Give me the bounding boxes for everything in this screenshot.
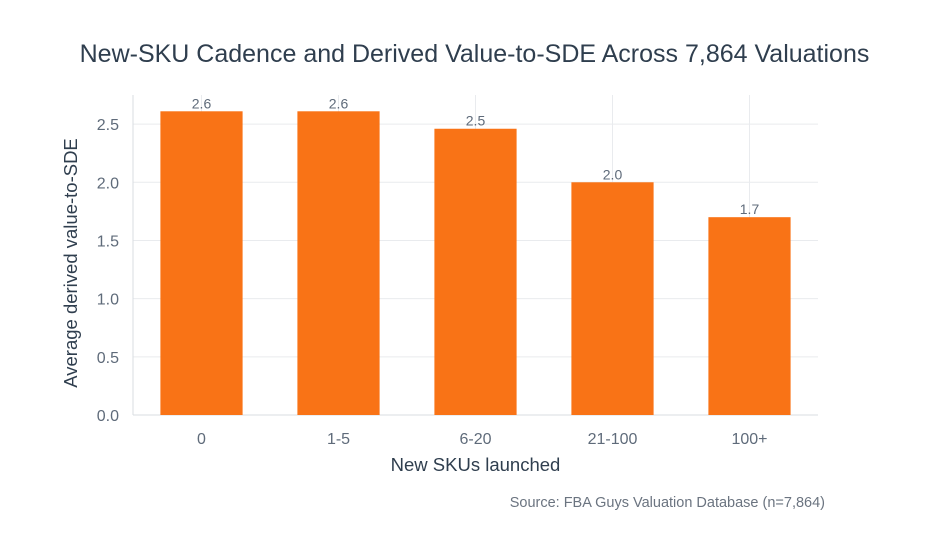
bar [297, 111, 380, 416]
x-tick-label: 21-100 [588, 431, 638, 448]
bar [160, 111, 243, 416]
y-tick-label: 0.0 [97, 408, 119, 425]
bar-value-label: 2.6 [192, 95, 212, 111]
y-tick-label: 0.5 [97, 350, 119, 367]
y-tick-label: 2.0 [97, 175, 119, 192]
y-tick-label: 1.5 [97, 233, 119, 250]
x-tick-label: 0 [197, 431, 206, 448]
bar-value-label: 2.6 [329, 95, 349, 111]
bar-value-label: 1.7 [740, 201, 760, 217]
y-tick-label: 2.5 [97, 117, 119, 134]
x-axis-title: New SKUs launched [391, 454, 561, 475]
bar [571, 182, 654, 415]
y-axis-title: Average derived value-to-SDE [60, 138, 81, 388]
bar [708, 217, 791, 415]
chart-title: New-SKU Cadence and Derived Value-to-SDE… [79, 40, 870, 68]
y-tick-label: 1.0 [97, 292, 119, 309]
x-tick-label: 1-5 [327, 431, 350, 448]
source-note: Source: FBA Guys Valuation Database (n=7… [509, 495, 825, 511]
bar-value-label: 2.5 [466, 113, 486, 129]
bar [434, 128, 517, 415]
bar-value-label: 2.0 [603, 166, 623, 182]
x-tick-label: 100+ [731, 431, 767, 448]
x-tick-label: 6-20 [459, 431, 491, 448]
